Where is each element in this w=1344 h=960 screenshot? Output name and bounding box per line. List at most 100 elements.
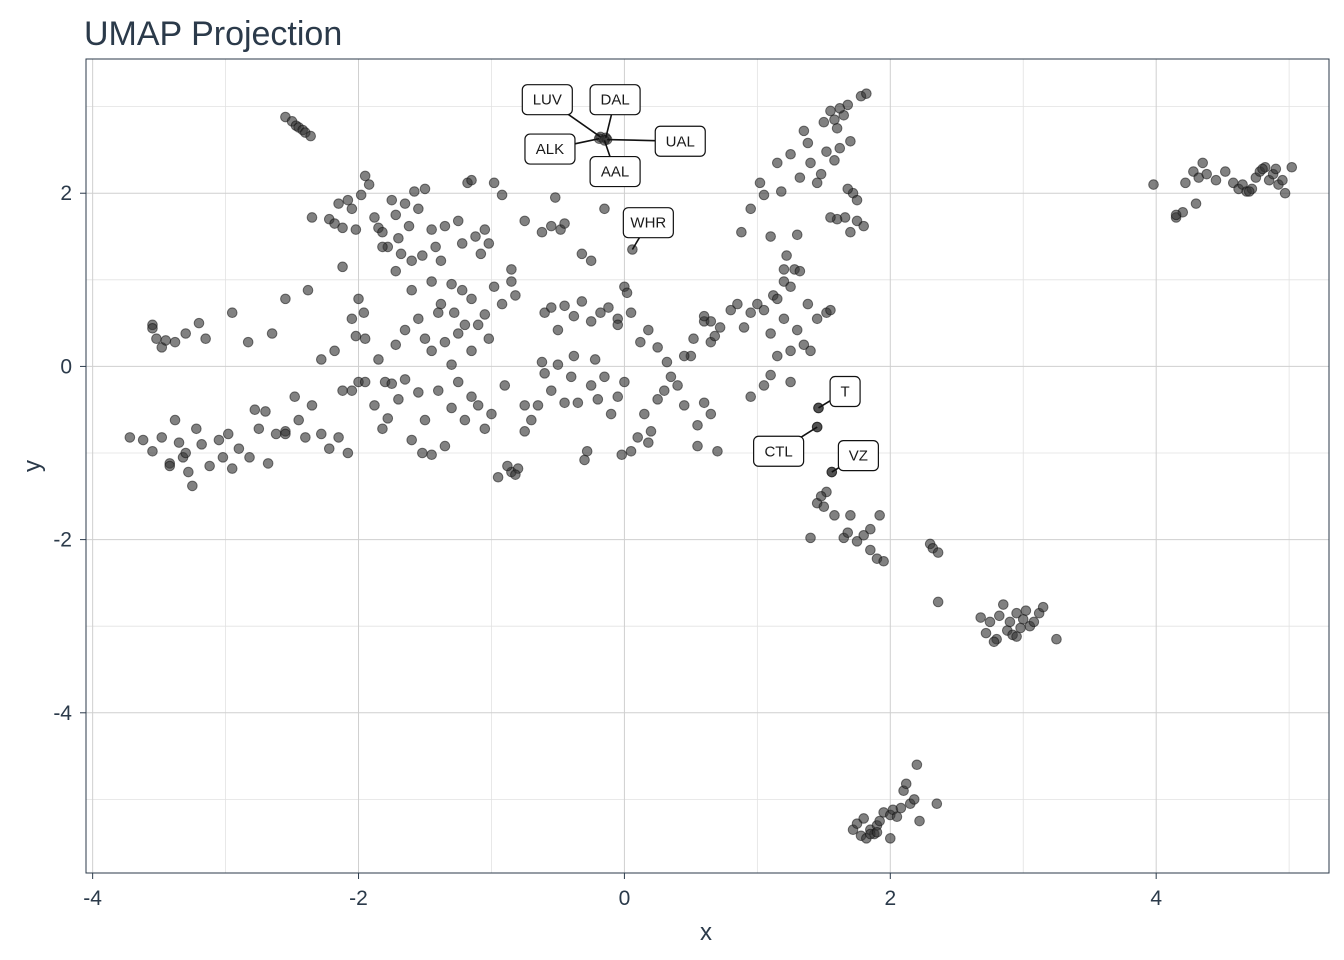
scatter-point [200, 333, 211, 345]
scatter-point [253, 423, 265, 435]
scatter-point [409, 186, 420, 197]
scatter-point [293, 414, 305, 426]
scatter-point [426, 224, 437, 235]
scatter-point [545, 385, 557, 396]
scatter-point [658, 385, 670, 396]
scatter-point [568, 310, 580, 322]
scatter-point [559, 397, 570, 409]
scatter-point [260, 406, 271, 417]
scatter-point [1180, 177, 1191, 189]
scatter-point [698, 397, 710, 409]
scatter-point [815, 491, 827, 502]
scatter-point [399, 374, 411, 385]
x-axis-title: x [700, 919, 712, 946]
scatter-point [426, 345, 437, 357]
scatter-point [222, 428, 234, 440]
scatter-point [738, 322, 750, 333]
scatter-point [818, 501, 830, 513]
scatter-point [403, 220, 415, 232]
scatter-point [262, 458, 274, 469]
scatter-point [452, 376, 464, 388]
scatter-point [559, 300, 570, 312]
scatter-point [333, 198, 344, 209]
scatter-point [432, 307, 444, 319]
label-box [753, 435, 805, 467]
label-box [589, 155, 641, 188]
scatter-point [665, 371, 677, 383]
scatter-point [545, 302, 557, 313]
scatter-point [765, 369, 776, 381]
scatter-point [302, 284, 314, 296]
scatter-point [306, 400, 318, 411]
scatter-point [874, 510, 885, 521]
scatter-point [595, 307, 606, 319]
scatter-point [645, 426, 657, 437]
scatter-point [496, 189, 508, 201]
y-tick-label: -2 [53, 529, 72, 552]
scatter-point [448, 307, 460, 319]
scatter-point [932, 596, 944, 608]
scatter-point [1257, 163, 1268, 175]
scatter-point [479, 309, 491, 320]
scatter-point [865, 544, 876, 556]
scatter-point [829, 510, 840, 521]
scatter-point [419, 333, 431, 345]
scatter-point [472, 400, 484, 411]
scatter-point [377, 241, 388, 253]
scatter-point [519, 426, 531, 437]
scatter-point [771, 293, 783, 305]
scatter-point [549, 192, 561, 203]
y-axis-title: y [19, 460, 46, 472]
scatter-point [845, 135, 856, 147]
x-tick-label: -2 [349, 887, 368, 910]
scatter-point [280, 293, 291, 305]
scatter-point [204, 460, 215, 472]
scatter-point [373, 354, 384, 365]
scatter-point [483, 238, 495, 249]
scatter-point [884, 833, 896, 844]
scatter-point [242, 336, 254, 348]
label-box [837, 440, 879, 472]
scatter-point [572, 397, 584, 409]
scatter-point [226, 463, 238, 474]
scatter-point [1243, 186, 1255, 197]
scatter-point [785, 376, 796, 388]
scatter-point [193, 317, 205, 329]
scatter-point [363, 179, 375, 190]
scatter-point [1210, 174, 1222, 186]
scatter-point [289, 391, 301, 403]
scatter-point [488, 281, 500, 293]
scatter-point [705, 408, 717, 420]
scatter-point [1011, 631, 1022, 642]
scatter-point [180, 328, 192, 339]
scatter-point [452, 215, 464, 227]
scatter-point [552, 324, 564, 336]
scatter-point [1190, 198, 1202, 209]
scatter-point [479, 224, 491, 235]
scatter-point [249, 404, 261, 416]
scatter-point [1170, 209, 1182, 221]
y-tick-label: 2 [60, 182, 72, 205]
scatter-point [625, 445, 637, 457]
scatter-point [359, 333, 371, 345]
scatter-point [399, 324, 411, 336]
scatter-point [765, 231, 776, 242]
scatter-point [499, 380, 511, 391]
label-text: ALK [536, 141, 564, 158]
scatter-point [355, 189, 367, 201]
scatter-point [486, 408, 497, 420]
scatter-point [156, 432, 168, 443]
scatter-point [811, 313, 823, 325]
scatter-point [568, 350, 580, 362]
scatter-point [147, 445, 158, 457]
scatter-point [432, 385, 444, 396]
scatter-point [169, 414, 181, 426]
scatter-point [333, 432, 344, 443]
scatter-point [386, 378, 398, 390]
scatter-point [1148, 179, 1159, 190]
scatter-point [169, 336, 181, 348]
scatter-point [752, 298, 763, 310]
scatter-point [475, 248, 487, 260]
scatter-point [1037, 601, 1049, 613]
